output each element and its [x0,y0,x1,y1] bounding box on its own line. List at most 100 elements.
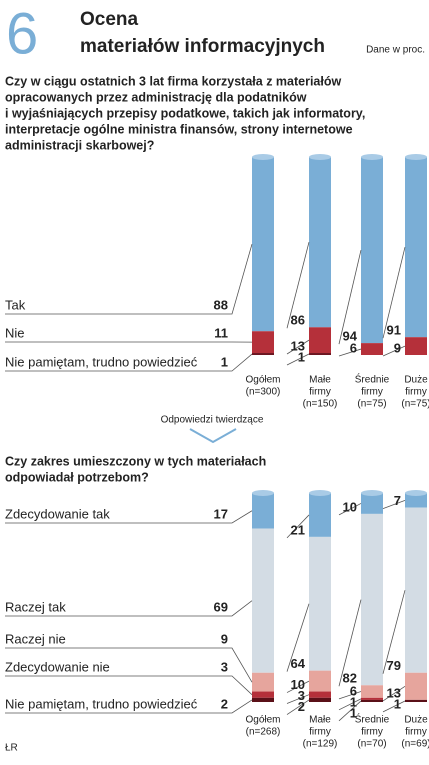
bar-segment [252,331,274,353]
bar-segment [405,508,427,673]
category-label: firmy [405,727,427,738]
category-label: firmy [361,727,383,738]
header-number: 6 [6,1,38,66]
category-label: (n=69) [401,739,429,750]
annotation: Odpowiedzi twierdzące [161,415,264,426]
header-note: Dane w proc. [366,45,425,56]
bar-top [405,490,427,496]
bar-top [309,154,331,160]
bar-segment [309,353,331,355]
bar-segment [252,529,274,673]
category-label: (n=150) [303,399,338,410]
category-label: Małe [309,715,331,726]
legend-label: Zdecydowanie tak [5,506,110,521]
value-label: 2 [221,696,228,711]
legend-label: Zdecydowanie nie [5,659,110,674]
value-label: 3 [221,659,228,674]
legend-label: Nie [5,325,25,340]
value-label: 9 [394,340,401,355]
legend-label: Nie pamiętam, trudno powiedzieć [5,354,198,369]
category-label: (n=75) [401,399,429,410]
leader-line [5,676,252,695]
bar-segment [405,337,427,355]
chevron [190,429,236,442]
category-label: Ogółem [245,375,280,386]
category-label: firmy [309,727,331,738]
category-label: firmy [405,387,427,398]
category-label: Małe [309,375,331,386]
value-label: 11 [214,325,228,340]
category-label: firmy [361,387,383,398]
value-label: 69 [214,599,228,614]
bar-segment [309,671,331,692]
value-label: 9 [221,631,228,646]
bar-segment [361,698,383,700]
question: Czy w ciągu ostatnich 3 lat firma korzys… [5,74,341,88]
bar-top [252,154,274,160]
question: i wyjaśniających przepisy podatkowe, tak… [5,106,365,120]
legend-label: Raczej tak [5,599,66,614]
value-label: 1 [394,696,401,711]
category-label: Średnie [355,373,390,386]
category-label: (n=300) [246,387,281,398]
question: odpowiadał potrzebom? [5,470,149,484]
bar-segment [361,685,383,698]
bar-segment [309,537,331,671]
bar-segment [252,698,274,702]
bar-segment [405,673,427,700]
value-label: 91 [387,323,401,338]
header-title: Ocena [80,9,139,30]
bar-segment [361,700,383,702]
legend-label: Tak [5,297,26,312]
bar-top [405,154,427,160]
bar-segment [309,493,331,537]
bar-segment [361,493,383,514]
bar-segment [309,698,331,702]
value-label: 1 [221,354,228,369]
bar-segment [361,514,383,685]
footer: ŁR [5,743,18,754]
bar-segment [252,157,274,331]
category-label: Duże [404,375,428,386]
bar-segment [361,343,383,355]
bar-top [252,490,274,496]
category-label: Ogółem [245,715,280,726]
bar-segment [252,353,274,355]
bar-top [361,154,383,160]
value-label: 17 [214,506,228,521]
category-label: (n=129) [303,739,338,750]
value-label: 79 [387,658,401,673]
category-label: Duże [404,715,428,726]
question: interpretacje ogólne ministra finansów, … [5,122,353,136]
value-label: 88 [214,297,228,312]
bar-top [309,490,331,496]
value-label: 86 [291,313,305,328]
bar-top [361,490,383,496]
legend-label: Nie pamiętam, trudno powiedzieć [5,696,198,711]
value-label: 6 [350,340,357,355]
category-label: firmy [309,387,331,398]
bar-segment [309,692,331,698]
question: administracji skarbowej? [5,138,154,152]
value-label: 21 [291,522,305,537]
value-label: 2 [298,699,305,714]
bar-segment [252,673,274,692]
question: opracowanych przez administrację dla pod… [5,90,307,104]
bar-segment [405,157,427,337]
category-label: (n=268) [246,727,281,738]
value-label: 7 [394,493,401,508]
bar-segment [405,700,427,702]
category-label: Średnie [355,713,390,726]
bar-segment [252,493,274,529]
bar-segment [252,692,274,698]
header-title: materiałów informacyjnych [80,36,325,57]
category-label: (n=75) [357,399,386,410]
bar-segment [309,157,331,327]
value-label: 64 [291,656,306,671]
bar-segment [361,157,383,343]
question: Czy zakres umieszczony w tych materiałac… [5,454,266,468]
legend-label: Raczej nie [5,631,66,646]
value-label: 1 [298,349,305,364]
